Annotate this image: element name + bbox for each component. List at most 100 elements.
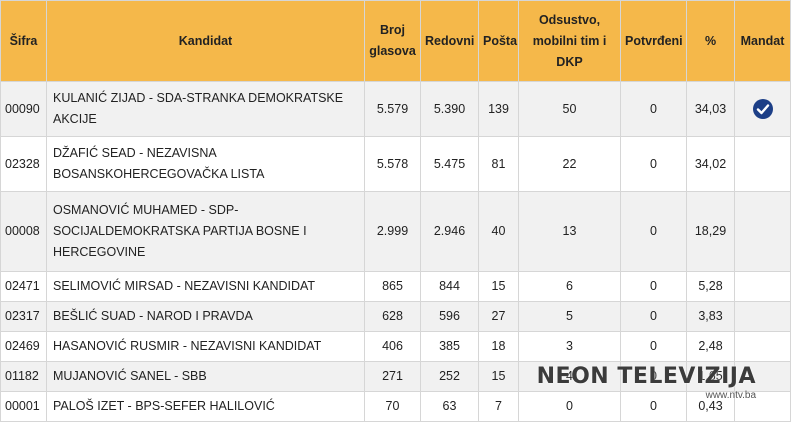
cell-mandate bbox=[734, 81, 791, 137]
cell-candidate: OSMANOVIĆ MUHAMED - SDP- SOCIJALDEMOKRATS… bbox=[46, 191, 365, 272]
cell-mandate bbox=[734, 391, 791, 422]
cell-votes: 2.999 bbox=[364, 191, 421, 272]
cell-percent: 34,02 bbox=[686, 136, 735, 192]
candidate-name-line: OSMANOVIĆ MUHAMED - SDP- bbox=[53, 203, 239, 217]
candidate-name-line: DŽAFIĆ SEAD - NEZAVISNA bbox=[53, 146, 217, 160]
cell-mail: 7 bbox=[478, 391, 519, 422]
cell-percent: 3,83 bbox=[686, 301, 735, 332]
cell-confirmed: 0 bbox=[620, 81, 687, 137]
cell-code: 00001 bbox=[0, 391, 47, 422]
watermark-title: NEON TELEVIZIJA bbox=[536, 364, 756, 389]
cell-mandate bbox=[734, 191, 791, 272]
cell-absentee: 22 bbox=[518, 136, 621, 192]
cell-votes: 271 bbox=[364, 361, 421, 392]
table-row: 00008 OSMANOVIĆ MUHAMED - SDP- SOCIJALDEMO… bbox=[0, 191, 791, 272]
header-mandate: Mandat bbox=[734, 0, 791, 82]
cell-absentee: 50 bbox=[518, 81, 621, 137]
cell-regular: 5.475 bbox=[420, 136, 479, 192]
header-code: Šifra bbox=[0, 0, 47, 82]
cell-percent: 34,03 bbox=[686, 81, 735, 137]
cell-mandate bbox=[734, 271, 791, 302]
table-row: 02469 HASANOVIĆ RUSMIR - NEZAVISNI KANDID… bbox=[0, 331, 791, 362]
header-mail: Pošta bbox=[478, 0, 519, 82]
cell-candidate: MUJANOVIĆ SANEL - SBB bbox=[46, 361, 365, 392]
cell-percent: 5,28 bbox=[686, 271, 735, 302]
cell-percent: 2,48 bbox=[686, 331, 735, 362]
cell-mail: 15 bbox=[478, 361, 519, 392]
cell-mail: 81 bbox=[478, 136, 519, 192]
cell-votes: 406 bbox=[364, 331, 421, 362]
cell-code: 00008 bbox=[0, 191, 47, 272]
table-row: 00090 KULANIĆ ZIJAD - SDA-STRANKA DEMOKRA… bbox=[0, 81, 791, 137]
header-percent: % bbox=[686, 0, 735, 82]
table-body: 00090 KULANIĆ ZIJAD - SDA-STRANKA DEMOKRA… bbox=[0, 81, 791, 422]
cell-candidate: HASANOVIĆ RUSMIR - NEZAVISNI KANDIDAT bbox=[46, 331, 365, 362]
cell-confirmed: 0 bbox=[620, 301, 687, 332]
cell-code: 01182 bbox=[0, 361, 47, 392]
channel-watermark: NEON TELEVIZIJA www.ntv.ba bbox=[537, 364, 756, 402]
cell-regular: 596 bbox=[420, 301, 479, 332]
cell-confirmed: 0 bbox=[620, 331, 687, 362]
header-candidate: Kandidat bbox=[46, 0, 365, 82]
cell-candidate: KULANIĆ ZIJAD - SDA-STRANKA DEMOKRATSKE A… bbox=[46, 81, 365, 137]
candidate-name-line: MUJANOVIĆ SANEL - SBB bbox=[53, 369, 207, 383]
table-row: 02328 DŽAFIĆ SEAD - NEZAVISNA BOSANSKOHERC… bbox=[0, 136, 791, 192]
candidate-name-line: HASANOVIĆ RUSMIR - NEZAVISNI KANDIDAT bbox=[53, 339, 322, 353]
cell-percent: 0,43 bbox=[686, 391, 735, 422]
cell-mail: 18 bbox=[478, 331, 519, 362]
candidate-name-line: KULANIĆ ZIJAD - SDA-STRANKA DEMOKRATSKE bbox=[53, 91, 344, 105]
table-row: 02471 SELIMOVIĆ MIRSAD - NEZAVISNI KANDID… bbox=[0, 271, 791, 302]
header-regular: Redovni bbox=[420, 0, 479, 82]
candidate-name-line: HERCEGOVINE bbox=[53, 245, 146, 259]
cell-votes: 5.578 bbox=[364, 136, 421, 192]
candidate-name-line: SELIMOVIĆ MIRSAD - NEZAVISNI KANDIDAT bbox=[53, 279, 316, 293]
cell-code: 00090 bbox=[0, 81, 47, 137]
candidate-name-line: PALOŠ IZET - BPS-SEFER HALILOVIĆ bbox=[53, 399, 275, 413]
cell-regular: 2.946 bbox=[420, 191, 479, 272]
cell-mail: 27 bbox=[478, 301, 519, 332]
cell-candidate: DŽAFIĆ SEAD - NEZAVISNA BOSANSKOHERCEGOVA… bbox=[46, 136, 365, 192]
cell-mail: 139 bbox=[478, 81, 519, 137]
cell-code: 02471 bbox=[0, 271, 47, 302]
cell-candidate: SELIMOVIĆ MIRSAD - NEZAVISNI KANDIDAT bbox=[46, 271, 365, 302]
cell-regular: 63 bbox=[420, 391, 479, 422]
candidate-name-line: AKCIJE bbox=[53, 112, 97, 126]
cell-code: 02317 bbox=[0, 301, 47, 332]
cell-regular: 844 bbox=[420, 271, 479, 302]
cell-mandate bbox=[734, 331, 791, 362]
candidate-name-line: BEŠLIĆ SUAD - NAROD I PRAVDA bbox=[53, 309, 253, 323]
cell-absentee: 5 bbox=[518, 301, 621, 332]
cell-code: 02469 bbox=[0, 331, 47, 362]
header-votes-line2: glasova bbox=[369, 44, 416, 58]
watermark-url: www.ntv.ba bbox=[705, 390, 756, 401]
cell-confirmed: 0 bbox=[620, 271, 687, 302]
candidate-name-line: SOCIJALDEMOKRATSKA PARTIJA BOSNE I bbox=[53, 224, 307, 238]
cell-candidate: PALOŠ IZET - BPS-SEFER HALILOVIĆ bbox=[46, 391, 365, 422]
cell-votes: 628 bbox=[364, 301, 421, 332]
cell-code: 02328 bbox=[0, 136, 47, 192]
cell-votes: 865 bbox=[364, 271, 421, 302]
table-row: 02317 BEŠLIĆ SUAD - NAROD I PRAVDA 628 596 2… bbox=[0, 301, 791, 332]
cell-mandate bbox=[734, 301, 791, 332]
cell-absentee: 3 bbox=[518, 331, 621, 362]
cell-absentee: 0 bbox=[518, 391, 621, 422]
cell-regular: 5.390 bbox=[420, 81, 479, 137]
cell-mail: 15 bbox=[478, 271, 519, 302]
cell-candidate: BEŠLIĆ SUAD - NAROD I PRAVDA bbox=[46, 301, 365, 332]
cell-absentee: 6 bbox=[518, 271, 621, 302]
cell-votes: 5.579 bbox=[364, 81, 421, 137]
mandate-check-icon bbox=[752, 98, 774, 120]
header-confirmed: Potvrđeni bbox=[620, 0, 687, 82]
candidate-name-line: BOSANSKOHERCEGOVAČKA LISTA bbox=[53, 167, 265, 181]
cell-confirmed: 0 bbox=[620, 191, 687, 272]
cell-mail: 40 bbox=[478, 191, 519, 272]
header-absentee: Odsustvo, mobilni tim i DKP bbox=[518, 0, 621, 82]
cell-absentee: 13 bbox=[518, 191, 621, 272]
cell-regular: 385 bbox=[420, 331, 479, 362]
header-votes: Broj glasova bbox=[364, 0, 421, 82]
header-absentee-line2: mobilni tim i bbox=[532, 33, 607, 48]
header-absentee-line3: DKP bbox=[556, 54, 583, 69]
cell-mandate bbox=[734, 136, 791, 192]
cell-regular: 252 bbox=[420, 361, 479, 392]
